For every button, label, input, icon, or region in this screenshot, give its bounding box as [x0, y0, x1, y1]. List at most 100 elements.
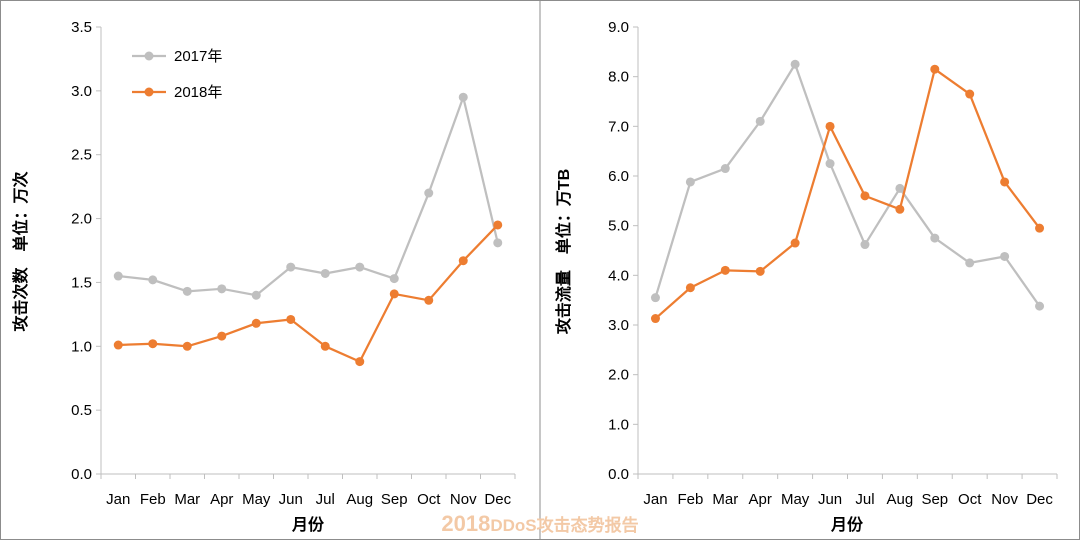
data-point [930, 233, 940, 243]
data-point [458, 92, 468, 102]
y-tick-label: 4.0 [608, 267, 629, 284]
y-tick-label: 5.0 [608, 218, 629, 235]
data-point [251, 290, 261, 300]
series-1 [650, 59, 1045, 311]
x-tick-label: Dec [1026, 491, 1053, 508]
data-point [1000, 251, 1010, 261]
x-tick-label: Apr [749, 491, 772, 508]
legend-swatch-marker [144, 51, 154, 61]
x-tick-label: Jan [106, 491, 130, 508]
data-point [182, 341, 192, 351]
x-tick-label: Oct [958, 491, 982, 508]
y-tick-label: 2.0 [608, 367, 629, 384]
data-point [895, 204, 905, 214]
data-point [493, 220, 503, 230]
y-axis-title: 攻击次数 单位：万次 [11, 171, 30, 331]
data-point [685, 283, 695, 293]
watermark: 2018DDoS攻击态势报告 [441, 511, 638, 536]
y-tick-label: 6.0 [608, 168, 629, 185]
x-tick-label: Sep [921, 491, 948, 508]
x-tick-label: Mar [174, 491, 200, 508]
x-tick-label: Sep [381, 491, 408, 508]
x-tick-label: Jul [855, 491, 874, 508]
data-point [286, 314, 296, 324]
series-2 [113, 220, 503, 367]
data-point [389, 289, 399, 299]
x-tick-label: Feb [140, 491, 166, 508]
data-point [1035, 223, 1045, 233]
y-tick-label: 0.5 [71, 402, 92, 419]
data-point [685, 177, 695, 187]
data-point [825, 159, 835, 169]
x-tick-label: Dec [484, 491, 511, 508]
series-1 [113, 92, 503, 300]
x-tick-label: Jun [279, 491, 303, 508]
data-point [755, 116, 765, 126]
x-tick-label: Aug [887, 491, 914, 508]
data-point [825, 121, 835, 131]
y-tick-label: 0.0 [608, 466, 629, 483]
y-tick-label: 3.5 [71, 19, 92, 36]
data-point [1035, 301, 1045, 311]
data-point [217, 284, 227, 294]
legend-label: 2018年 [174, 84, 222, 101]
data-point [355, 262, 365, 272]
data-point [113, 271, 123, 281]
x-tick-label: May [242, 491, 271, 508]
x-tick-label: Nov [450, 491, 477, 508]
x-axis-title: 月份 [830, 515, 864, 534]
y-tick-label: 3.0 [71, 83, 92, 100]
y-tick-label: 1.5 [71, 274, 92, 291]
legend-label: 2017年 [174, 48, 222, 65]
data-point [320, 341, 330, 351]
data-point [650, 314, 660, 324]
data-point [148, 275, 158, 285]
x-tick-label: Jan [643, 491, 667, 508]
data-point [895, 183, 905, 193]
legend-swatch-marker [144, 87, 154, 97]
y-tick-label: 2.0 [71, 211, 92, 228]
data-point [458, 256, 468, 266]
watermark-text: DDoS攻击态势报告 [490, 515, 638, 535]
series-2 [650, 64, 1045, 324]
y-tick-label: 3.0 [608, 317, 629, 334]
data-point [424, 188, 434, 198]
x-tick-label: May [781, 491, 810, 508]
series-line [117, 223, 499, 363]
legend: 2017年 2018年 [132, 48, 222, 101]
data-point [217, 331, 227, 341]
data-point [790, 238, 800, 248]
y-tick-label: 1.0 [71, 338, 92, 355]
data-point [755, 266, 765, 276]
y-axis-title: 攻击流量 单位：万TB [554, 169, 573, 334]
data-point [860, 191, 870, 201]
data-point [1000, 177, 1010, 187]
x-tick-label: Aug [346, 491, 373, 508]
series-line [654, 68, 1041, 320]
data-point [182, 286, 192, 296]
chart-1: 0.0 0.5 1.0 1.5 2.0 2.5 3.0 3.5 Jan Feb Mar Apr May J… [11, 19, 516, 534]
data-point [286, 262, 296, 272]
watermark-year: 2018 [441, 511, 490, 536]
series-line [117, 96, 499, 297]
data-point [355, 357, 365, 367]
data-point [930, 64, 940, 74]
data-point [790, 59, 800, 69]
data-point [720, 265, 730, 275]
data-point [965, 258, 975, 268]
data-point [148, 339, 158, 349]
x-tick-label: Apr [210, 491, 233, 508]
y-tick-label: 0.0 [71, 466, 92, 483]
data-point [424, 295, 434, 305]
x-axis-title: 月份 [291, 515, 325, 534]
x-tick-label: Oct [417, 491, 441, 508]
data-point [113, 340, 123, 350]
y-tick-label: 8.0 [608, 69, 629, 86]
x-tick-label: Nov [991, 491, 1018, 508]
x-tick-label: Jul [316, 491, 335, 508]
data-point [650, 293, 660, 303]
y-tick-label: 1.0 [608, 416, 629, 433]
data-point [860, 240, 870, 250]
